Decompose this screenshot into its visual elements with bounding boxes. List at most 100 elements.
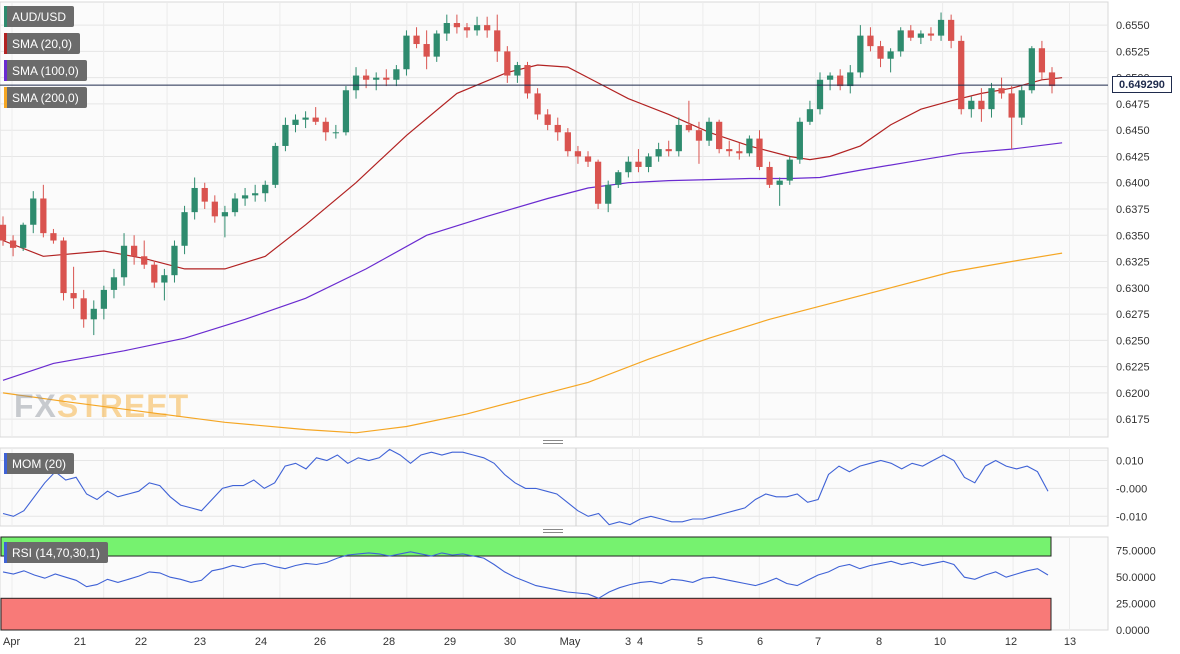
rsi-tick-label: 50.0000: [1116, 572, 1156, 584]
candle-body: [292, 119, 299, 125]
candle-body: [584, 156, 592, 162]
pane-1-background: [0, 1, 1109, 438]
candle-body: [473, 25, 481, 31]
legend-swatch-icon: [4, 453, 7, 474]
candle-body: [948, 19, 955, 41]
mom-line: [2, 448, 1049, 526]
price-tick-label: 0.6250: [1116, 335, 1150, 347]
candle-body: [837, 75, 844, 87]
candle-body: [867, 35, 874, 47]
x-tick-label: 12: [1005, 636, 1017, 648]
candle-body: [574, 151, 582, 157]
candle-body: [0, 224, 7, 241]
price-tick-label: 0.6275: [1116, 309, 1150, 321]
candle-body: [413, 35, 420, 45]
x-tick-label: 13: [1064, 636, 1076, 648]
candle-body: [30, 198, 37, 225]
legend-label: SMA (20,0): [12, 36, 73, 51]
x-tick-label: 6: [757, 636, 763, 648]
x-tick-label: 22: [135, 636, 147, 648]
legend-sma-20[interactable]: SMA (20,0): [4, 33, 81, 54]
candle-body: [887, 51, 894, 59]
candle-body: [665, 149, 672, 152]
candle-body: [907, 30, 914, 38]
legend-label: SMA (200,0): [12, 90, 79, 105]
x-tick-label: 5: [697, 636, 703, 648]
candle-body: [746, 138, 753, 154]
candle-body: [524, 65, 531, 94]
pane-resize-handle[interactable]: [543, 440, 563, 446]
candle-body: [191, 187, 198, 213]
candle-body: [141, 256, 148, 265]
candle-body: [241, 195, 249, 199]
candle-body: [806, 109, 814, 122]
rsi-line: [2, 551, 1049, 599]
legend-audusd[interactable]: AUD/USD: [4, 6, 75, 27]
candle-body: [756, 138, 763, 167]
price-tick-label: 0.6475: [1116, 99, 1150, 111]
candle-body: [786, 159, 793, 181]
candle-body: [171, 245, 178, 276]
candle-body: [342, 90, 350, 133]
price-tick-label: 0.6450: [1116, 125, 1150, 137]
candle-body: [50, 233, 57, 241]
candle-body: [252, 193, 259, 196]
candle-body: [403, 35, 410, 70]
candle-body: [998, 88, 1005, 94]
price-tick-label: 0.6350: [1116, 230, 1150, 242]
candle-body: [705, 121, 713, 141]
candle-body: [554, 124, 561, 133]
candle-body: [322, 121, 329, 133]
candle-body: [423, 44, 430, 57]
candle-body: [816, 79, 824, 110]
price-tick-label: 0.6325: [1116, 257, 1150, 269]
candle-body: [1008, 93, 1015, 118]
x-tick-label: 30: [504, 636, 516, 648]
candle-body: [544, 114, 551, 125]
sma-line-3: [2, 252, 1063, 434]
candle-body: [796, 121, 803, 160]
legend-label: AUD/USD: [12, 9, 67, 24]
legend-sma-100[interactable]: SMA (100,0): [4, 60, 87, 81]
x-tick-label: 28: [383, 636, 395, 648]
candle-body: [655, 149, 662, 157]
legend-rsi[interactable]: RSI (14,70,30,1): [4, 542, 109, 563]
candle-body: [393, 69, 400, 80]
x-tick-label: 4: [637, 636, 643, 648]
candle-body: [917, 33, 925, 38]
candle-body: [1018, 90, 1025, 118]
candle-body: [726, 149, 733, 152]
price-tick-label: 0.6200: [1116, 388, 1150, 400]
candle-body: [766, 166, 773, 185]
legend-sma-200[interactable]: SMA (200,0): [4, 87, 87, 108]
candle-body: [958, 40, 965, 110]
rsi-oversold-zone: [0, 597, 1052, 631]
candle-body: [433, 33, 440, 57]
x-tick-label: 8: [876, 636, 882, 648]
legend-label: MOM (20): [12, 456, 66, 471]
candle-body: [857, 35, 864, 73]
candle-body: [151, 264, 158, 283]
rsi-tick-label: 75.0000: [1116, 546, 1156, 558]
legend-swatch-icon: [4, 6, 7, 27]
candle-body: [332, 132, 339, 134]
candle-body: [463, 27, 471, 31]
pane-resize-handle[interactable]: [543, 529, 563, 535]
candle-body: [847, 72, 854, 87]
candle-body: [90, 308, 97, 320]
candle-body: [685, 124, 693, 131]
candle-body: [695, 130, 703, 141]
legend-mom[interactable]: MOM (20): [4, 453, 74, 474]
candle-body: [1048, 72, 1056, 87]
legend-swatch-icon: [4, 60, 7, 81]
candle-body: [201, 187, 208, 202]
candle-body: [615, 172, 622, 185]
rsi-tick-label: 0.0000: [1116, 625, 1150, 637]
price-tick-label: 0.6425: [1116, 151, 1150, 163]
candle-body: [120, 245, 128, 278]
candle-body: [262, 184, 269, 194]
candle-body: [130, 245, 138, 257]
candle-body: [594, 161, 602, 204]
candle-body: [988, 88, 995, 110]
